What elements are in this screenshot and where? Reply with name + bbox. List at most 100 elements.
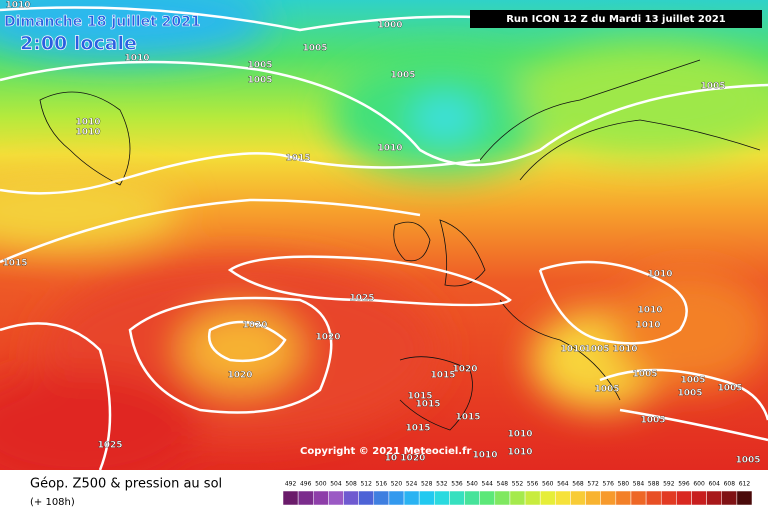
isobar-label: 10 1020	[385, 454, 426, 464]
scale-swatch	[721, 490, 738, 506]
isobar-label: 1010	[5, 1, 30, 11]
scale-swatch	[343, 490, 359, 506]
isobar-label: 1015	[430, 371, 455, 381]
scale-swatch	[494, 490, 511, 506]
scale-swatch	[615, 490, 632, 506]
scale-label: 584	[633, 481, 645, 488]
isobar-label: 1005	[632, 370, 657, 380]
isobar-label: 1010	[560, 345, 585, 355]
isobar-label: 1010	[647, 270, 672, 280]
isobar-label: 1010	[635, 321, 660, 331]
scale-label: 568	[572, 481, 584, 488]
scale-label: 592	[663, 481, 675, 488]
isobar-label: 1010	[75, 128, 100, 138]
isobar-label: 1020	[227, 371, 252, 381]
scale-label: 540	[466, 481, 478, 488]
isobar-label: 1010	[507, 430, 532, 440]
scale-swatch	[509, 490, 526, 506]
isobar-label: 1025	[97, 441, 122, 451]
scale-label: 520	[391, 481, 403, 488]
scale-label: 580	[618, 481, 630, 488]
scale-label: 536	[451, 481, 463, 488]
scale-swatch	[736, 490, 753, 506]
scale-label: 560	[542, 481, 554, 488]
scale-swatch	[645, 490, 662, 506]
scale-label: 572	[587, 481, 599, 488]
scale-swatch	[539, 490, 556, 506]
isobar-label: 1015	[455, 413, 480, 423]
footer-lead: (+ 108h)	[30, 497, 75, 508]
scale-swatch	[297, 490, 314, 506]
isobar-label: 1015	[415, 400, 440, 410]
isobar-label: 1010	[75, 118, 100, 128]
scale-swatch	[479, 490, 496, 506]
forecast-time: 2:00 locale	[20, 33, 137, 55]
scale-label: 600	[693, 481, 705, 488]
isobar-label: 1005	[390, 71, 415, 81]
scale-swatch	[660, 490, 677, 506]
copyright: Copyright © 2021 Meteociel.fr	[300, 446, 471, 457]
scale-label: 564	[557, 481, 569, 488]
scale-label: 504	[330, 481, 342, 488]
isobar-label: 1005	[717, 384, 742, 394]
isobar-label: 1015	[405, 424, 430, 434]
scale-label: 596	[678, 481, 690, 488]
scale-label: 604	[708, 481, 720, 488]
isobar-label: 1005	[735, 456, 760, 466]
scale-label: 492	[285, 481, 297, 488]
coastlines	[39, 59, 761, 431]
isobar-label: 1010	[507, 448, 532, 458]
isobar-label: 1005	[594, 385, 619, 395]
isobar-label: 1005	[247, 61, 272, 71]
isobar-label: 1010	[472, 451, 497, 461]
color-scale: 492 496 500 504 508 512 516 520 524 528 532 536 540 5…	[282, 481, 753, 506]
scale-swatch	[373, 490, 390, 506]
scale-swatch	[524, 490, 541, 506]
isobar-label: 1005	[302, 44, 327, 54]
scale-swatch	[630, 490, 647, 506]
isobar-label: 1020	[315, 333, 340, 343]
scale-swatch	[418, 490, 435, 506]
scale-swatch	[706, 490, 722, 506]
scale-label: 508	[345, 481, 357, 488]
scale-label: 544	[482, 481, 494, 488]
scale-swatch	[585, 490, 601, 506]
isobar-label: 1025	[349, 294, 374, 304]
isobar-label: 1005	[584, 345, 609, 355]
scale-swatch	[676, 490, 692, 506]
scale-label: 576	[603, 481, 615, 488]
scale-swatch	[555, 490, 571, 506]
isobar-label: 1010	[124, 54, 149, 64]
scale-swatch	[464, 490, 480, 506]
scale-swatch	[403, 490, 420, 506]
scale-label: 528	[421, 481, 433, 488]
scale-label: 612	[739, 481, 751, 488]
scale-label: 512	[360, 481, 372, 488]
scale-label: 588	[648, 481, 660, 488]
scale-label: 608	[724, 481, 736, 488]
scale-label: 532	[436, 481, 448, 488]
scale-label: 548	[497, 481, 509, 488]
scale-label: 496	[300, 481, 312, 488]
isobar-label: 1020	[242, 321, 267, 331]
forecast-date: Dimanche 18 juillet 2021	[4, 14, 201, 30]
scale-swatch	[328, 490, 344, 506]
isobars	[0, 6, 768, 470]
scale-swatch	[691, 490, 707, 506]
scale-swatch	[388, 490, 405, 506]
footer-title: Géop. Z500 & pression au sol	[30, 477, 222, 492]
isobar-label: 1020	[452, 365, 477, 375]
isobar-label: 1005	[247, 76, 272, 86]
isobar-label: 1005	[700, 82, 725, 92]
isobar-label: 1015	[407, 392, 432, 402]
isobar-label: 1010	[637, 306, 662, 316]
scale-swatch	[313, 490, 329, 506]
isobar-label: 1000	[377, 21, 402, 31]
scale-label: 552	[512, 481, 524, 488]
run-box	[470, 10, 762, 28]
isobar-label: 1015	[2, 259, 27, 269]
scale-label: 516	[376, 481, 388, 488]
